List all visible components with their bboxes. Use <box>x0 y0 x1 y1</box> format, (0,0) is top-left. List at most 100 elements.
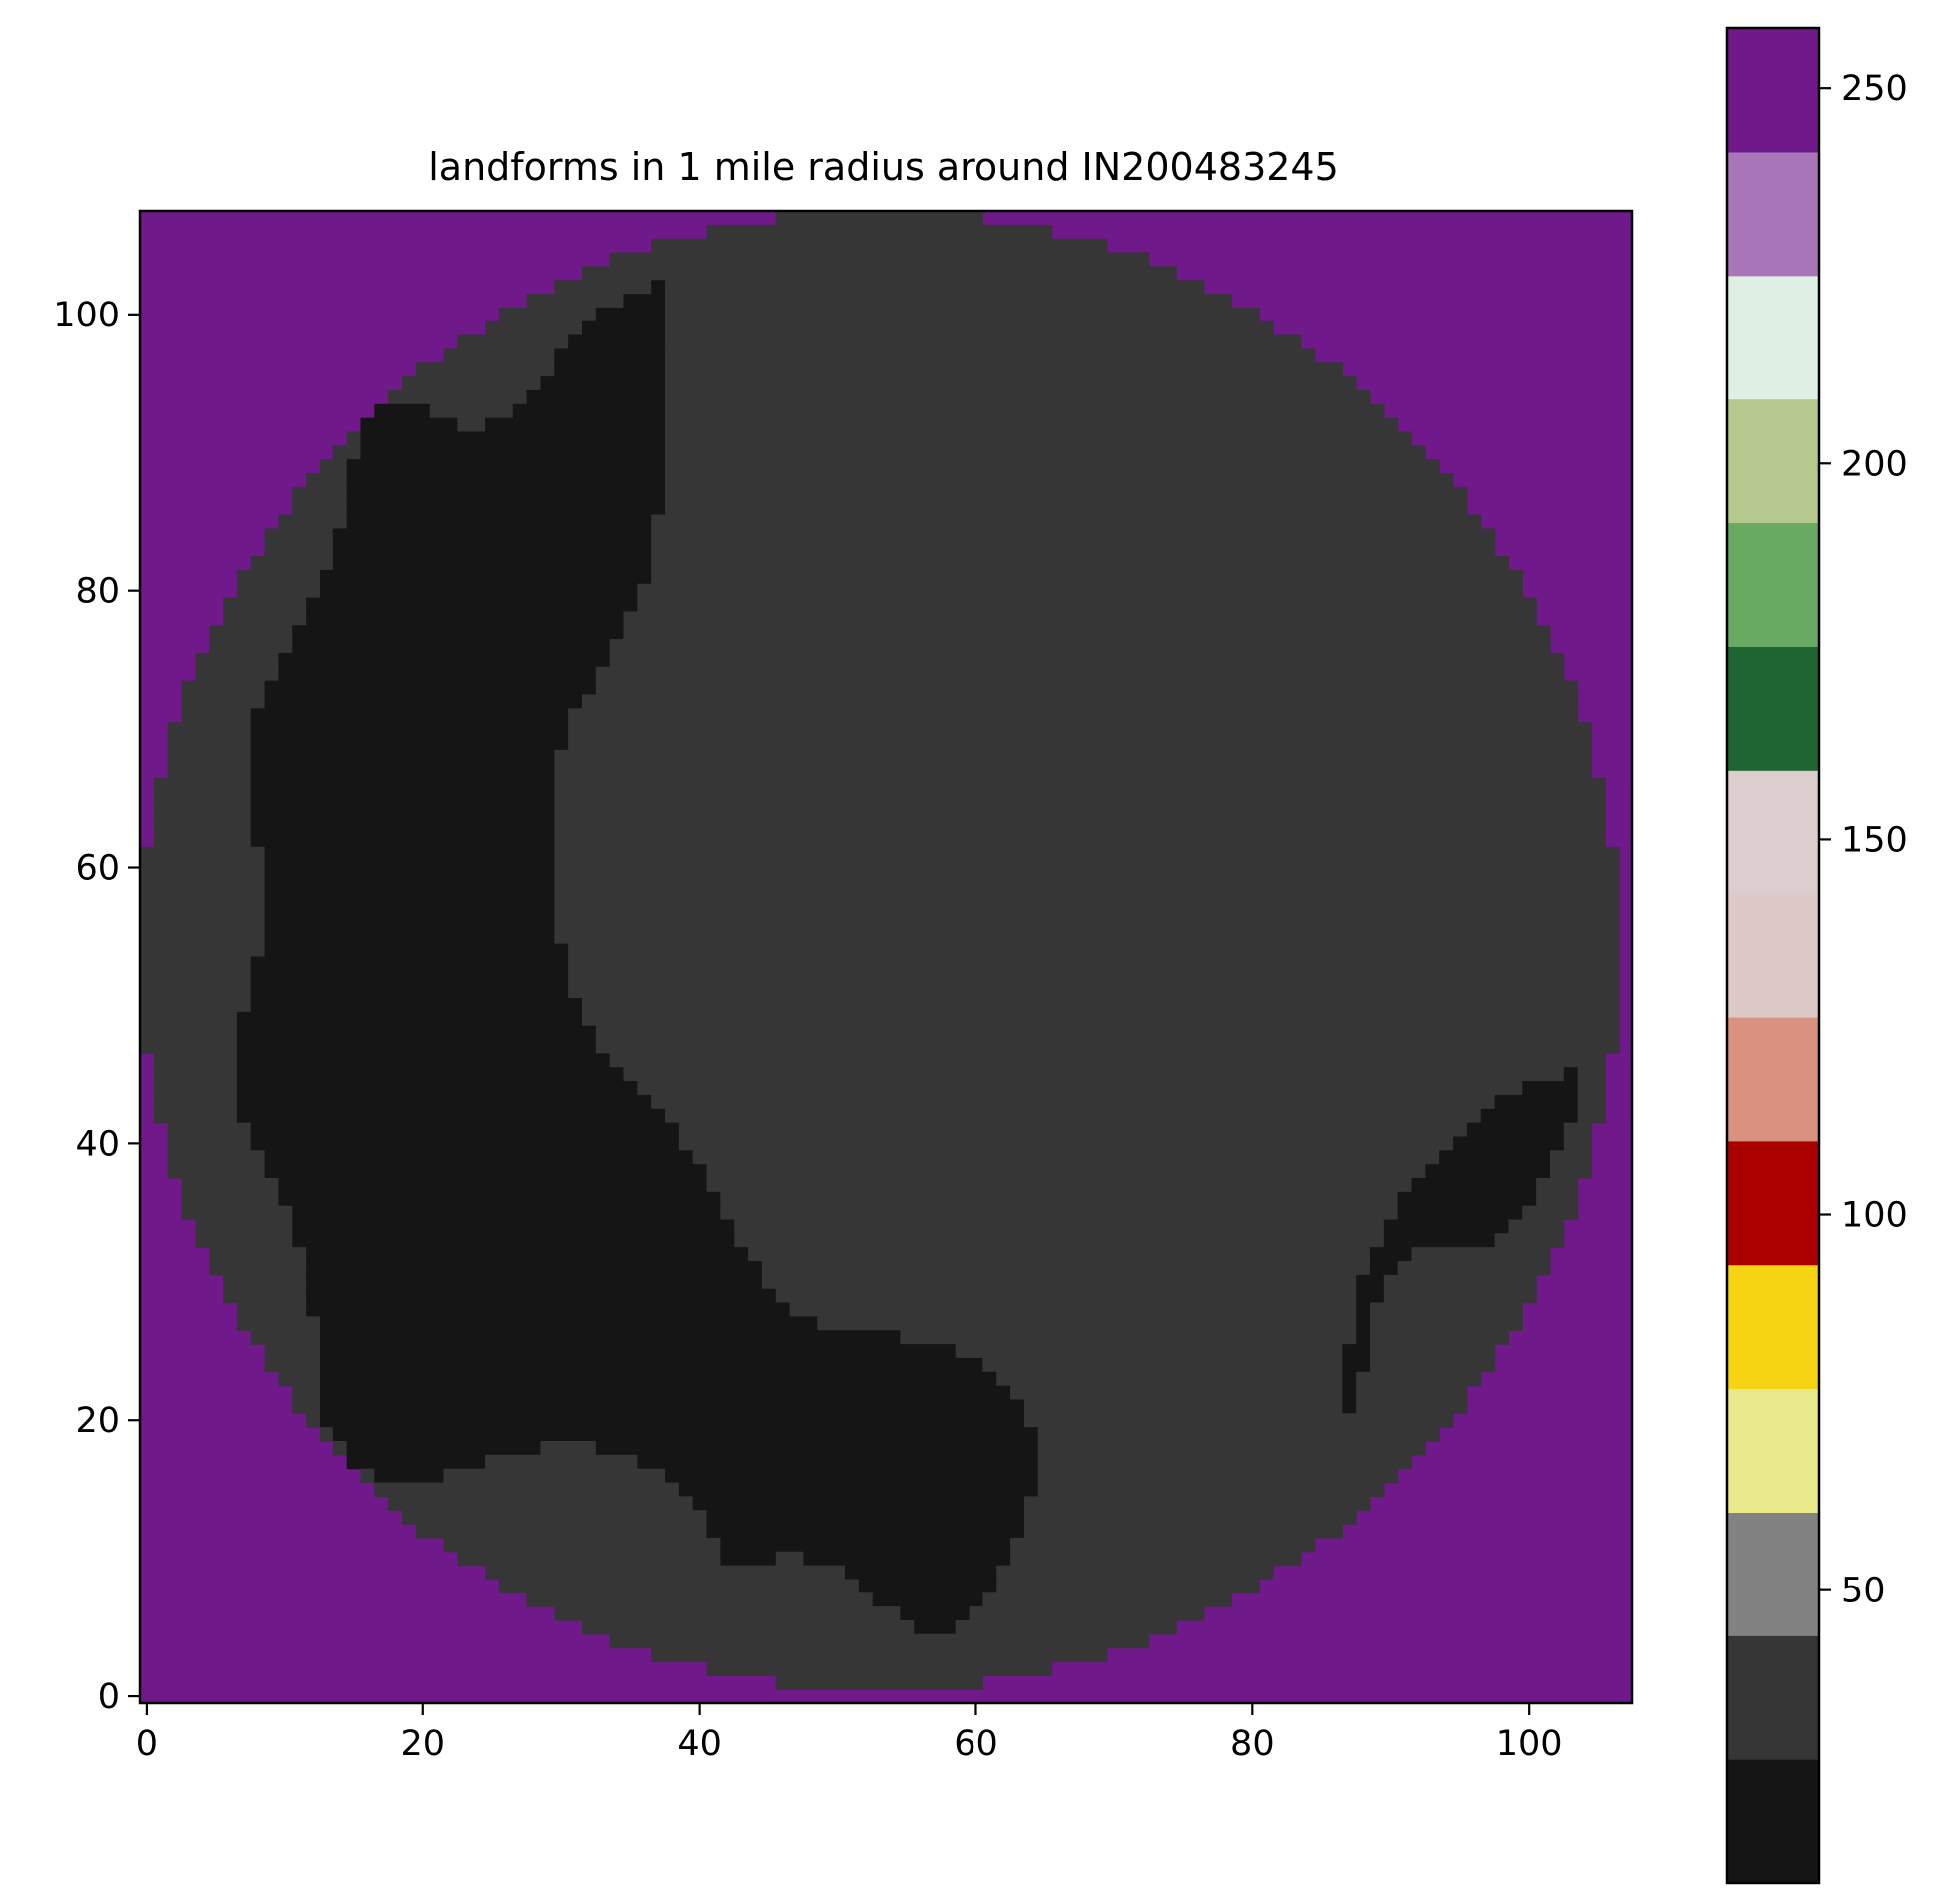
raster-cell-run <box>665 348 1316 363</box>
raster-cell-run <box>526 1592 874 1607</box>
raster-cell-run <box>264 1164 708 1179</box>
raster-cell-run <box>651 238 1108 254</box>
raster-cell-run <box>1342 1371 1357 1387</box>
raster-cell-run <box>1536 1191 1579 1207</box>
raster-cell-run <box>167 722 252 737</box>
raster-cell-run <box>181 680 266 696</box>
raster-cell-run <box>1023 1399 1343 1414</box>
raster-cell-run <box>581 1011 1620 1027</box>
raster-cell-run <box>140 915 266 931</box>
raster-cell-run <box>319 569 652 585</box>
raster-cell-run <box>140 998 252 1013</box>
raster-cell-run <box>568 970 1620 985</box>
raster-cell-run <box>1508 1219 1565 1234</box>
raster-cell-run <box>292 1233 735 1248</box>
raster-cell-run <box>720 1537 1011 1553</box>
raster-cell-run <box>388 389 528 405</box>
raster-cell-run <box>140 860 266 876</box>
raster-cell-run <box>554 860 1620 876</box>
raster-cell-run <box>319 583 638 599</box>
raster-cell-run <box>581 998 1620 1013</box>
raster-cell-run <box>1010 1385 1343 1401</box>
raster-cell-run <box>250 1330 321 1345</box>
raster-cell-run <box>1356 1371 1482 1387</box>
raster-cell-run <box>485 320 583 336</box>
raster-cell-run <box>292 486 348 502</box>
raster-cell-run <box>140 888 266 903</box>
raster-cell-run <box>1522 1205 1579 1221</box>
raster-cell-run <box>153 805 252 820</box>
raster-cell-run <box>346 473 666 488</box>
raster-cell-run <box>346 514 652 529</box>
raster-cell-run <box>581 694 1579 709</box>
raster-cell-run <box>665 294 1233 309</box>
raster-cell-run <box>332 1440 348 1456</box>
raster-cell-run <box>250 956 569 971</box>
chart-title: landforms in 1 mile radius around IN2004… <box>428 145 1339 189</box>
raster-cell-run <box>332 556 652 571</box>
raster-cell-run <box>706 1164 1426 1179</box>
raster-cell-run <box>665 1108 1482 1124</box>
raster-cell-run <box>844 1565 997 1581</box>
raster-cell-run <box>236 583 321 599</box>
raster-cell-run <box>346 1440 542 1456</box>
raster-cell-run <box>900 1330 1357 1345</box>
raster-cell-run <box>1383 1233 1496 1248</box>
raster-cell-run <box>1356 1274 1385 1290</box>
raster-cell-run <box>306 1274 763 1290</box>
raster-cell-run <box>236 1039 597 1054</box>
raster-cell-run <box>996 1371 1343 1387</box>
raster-cell-run <box>278 1371 321 1387</box>
colorbar-tick-label: 250 <box>1841 69 1908 109</box>
raster-cell-run <box>651 1094 1496 1110</box>
raster-cell-run <box>665 376 1357 391</box>
raster-cell-run <box>140 1039 238 1054</box>
raster-cell-run <box>457 417 486 433</box>
raster-cell-run <box>223 1288 307 1304</box>
raster-cell-run <box>292 639 611 654</box>
raster-cell-run <box>360 417 458 433</box>
colorbar-band <box>1727 770 1819 895</box>
raster-cell-run <box>969 1606 1205 1621</box>
raster-cells <box>140 211 1620 1690</box>
raster-cell-run <box>1037 1482 1385 1497</box>
raster-cell-run <box>264 943 569 958</box>
x-tick-label: 0 <box>136 1724 158 1764</box>
raster-cell-run <box>140 943 266 958</box>
raster-cell-run <box>140 1025 238 1041</box>
raster-cell-run <box>1411 1177 1537 1193</box>
raster-cell-run <box>236 1053 611 1068</box>
raster-cell-run <box>181 1191 280 1207</box>
x-tick-label: 20 <box>400 1724 445 1764</box>
raster-cell-run <box>803 1551 1011 1567</box>
raster-cell-run <box>637 1081 1523 1096</box>
raster-cell-run <box>1037 1468 1399 1484</box>
raster-cell-run <box>360 1468 375 1484</box>
raster-cell-run <box>665 459 1440 474</box>
raster-cell-run <box>1037 1440 1426 1456</box>
raster-cell-run <box>720 1551 777 1567</box>
raster-cell-run <box>1369 1316 1523 1331</box>
raster-cell-run <box>1577 1067 1606 1082</box>
colorbar-tick-label: 100 <box>1841 1196 1908 1236</box>
raster-cell-run <box>1397 1205 1523 1221</box>
raster-cell-run <box>651 542 1496 557</box>
raster-cell-run <box>346 486 666 502</box>
raster-cell-run <box>568 722 1593 737</box>
x-tick-label: 40 <box>677 1724 722 1764</box>
raster-cell-run <box>1037 1454 1413 1470</box>
raster-cell-run <box>140 970 252 985</box>
raster-cell-run <box>568 956 1620 971</box>
raster-cell-run <box>1369 1302 1523 1317</box>
raster-cell-run <box>181 708 252 723</box>
raster-cell-run <box>554 846 1620 862</box>
raster-cell-run <box>665 445 1426 460</box>
raster-cell-run <box>982 1357 1343 1373</box>
raster-cell-run <box>140 846 266 862</box>
raster-cell-run <box>250 1136 680 1151</box>
raster-cell-run <box>167 1150 266 1165</box>
raster-cell-run <box>153 1053 238 1068</box>
raster-cell-run <box>223 1274 307 1290</box>
raster-cell-run <box>720 1191 1399 1207</box>
raster-cell-run <box>250 1122 680 1138</box>
